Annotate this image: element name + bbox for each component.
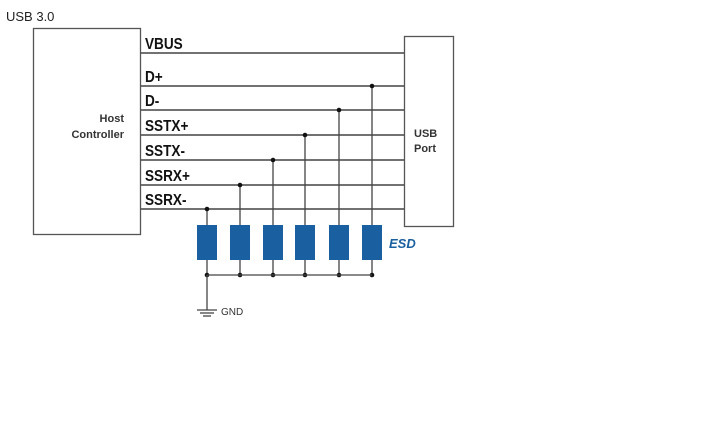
signal-label: SSTX- [145, 143, 185, 160]
junction-dot [204, 206, 210, 212]
junction-dot [302, 132, 308, 138]
junction-dot [336, 107, 342, 113]
esd-diode [362, 225, 382, 260]
esd-diode [295, 225, 315, 260]
signal-label: VBUS [145, 36, 183, 53]
esd-diode [230, 225, 250, 260]
diagram-title: USB 3.0 [6, 9, 54, 24]
signal-label: SSRX+ [145, 168, 190, 185]
signal-label: SSTX+ [145, 118, 189, 135]
port-label-1: USB [414, 128, 437, 140]
port-label-2: Port [414, 143, 436, 155]
signal-label: SSRX- [145, 192, 187, 209]
host-label-1: Host [100, 113, 125, 125]
junction-dot [369, 83, 375, 89]
esd-diode [329, 225, 349, 260]
host-label-2: Controller [71, 129, 124, 141]
gnd-label: GND [221, 307, 243, 318]
host-controller-box [32, 27, 142, 236]
esd-diode [263, 225, 283, 260]
junction-dot [237, 182, 243, 188]
signal-label: D+ [145, 69, 163, 86]
junction-dot [270, 157, 276, 163]
esd-label: ESD [389, 236, 416, 251]
esd-diode [197, 225, 217, 260]
usb-port-box [403, 35, 455, 228]
signal-label: D- [145, 93, 159, 110]
